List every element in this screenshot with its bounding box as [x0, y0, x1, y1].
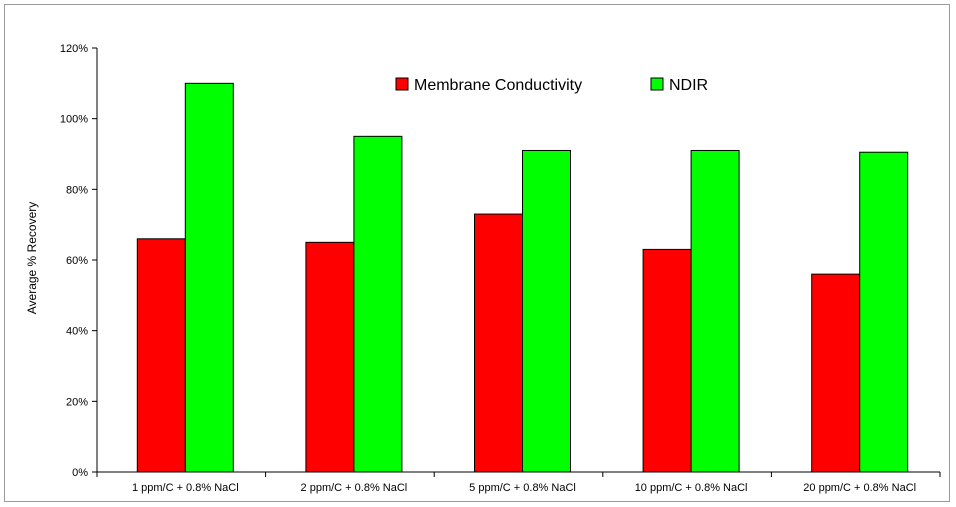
x-tick-label: 1 ppm/C + 0.8% NaCl: [132, 482, 239, 494]
bar-membrane-conductivity: [811, 273, 861, 473]
x-tick-label: 20 ppm/C + 0.8% NaCl: [803, 482, 916, 494]
bars: [136, 82, 909, 473]
legend-label: NDIR: [669, 77, 708, 94]
legend: Membrane Conductivity NDIR: [395, 77, 708, 94]
legend-swatch: [395, 77, 409, 91]
x-axis: 1 ppm/C + 0.8% NaCl 2 ppm/C + 0.8% NaCl 5 …: [96, 471, 941, 494]
y-tick-label: 60%: [66, 255, 88, 267]
bar-membrane-conductivity: [136, 238, 186, 473]
bar-membrane-conductivity: [305, 241, 355, 473]
y-tick-label: 40%: [66, 326, 88, 338]
bar-ndir: [690, 149, 740, 473]
bar-membrane-conductivity: [642, 248, 692, 473]
x-tick-label: 2 ppm/C + 0.8% NaCl: [301, 482, 408, 494]
y-axis-title: Average % Recovery: [25, 202, 39, 315]
bar-ndir: [184, 82, 234, 473]
y-axis: 0% 20% 40% 60% 80% 100% 120%: [60, 43, 98, 479]
y-tick-label: 100%: [60, 114, 88, 126]
bar-ndir: [859, 151, 909, 473]
y-tick-label: 0%: [72, 467, 88, 479]
y-tick-label: 80%: [66, 184, 88, 196]
legend-label: Membrane Conductivity: [414, 77, 582, 94]
x-tick-label: 10 ppm/C + 0.8% NaCl: [635, 482, 748, 494]
y-tick-label: 120%: [60, 43, 88, 55]
bar-membrane-conductivity: [474, 213, 523, 473]
y-tick-label: 20%: [66, 396, 88, 408]
legend-swatch: [650, 77, 664, 91]
bar-ndir: [522, 149, 571, 473]
bar-ndir: [353, 135, 403, 473]
x-tick-label: 5 ppm/C + 0.8% NaCl: [469, 482, 576, 494]
